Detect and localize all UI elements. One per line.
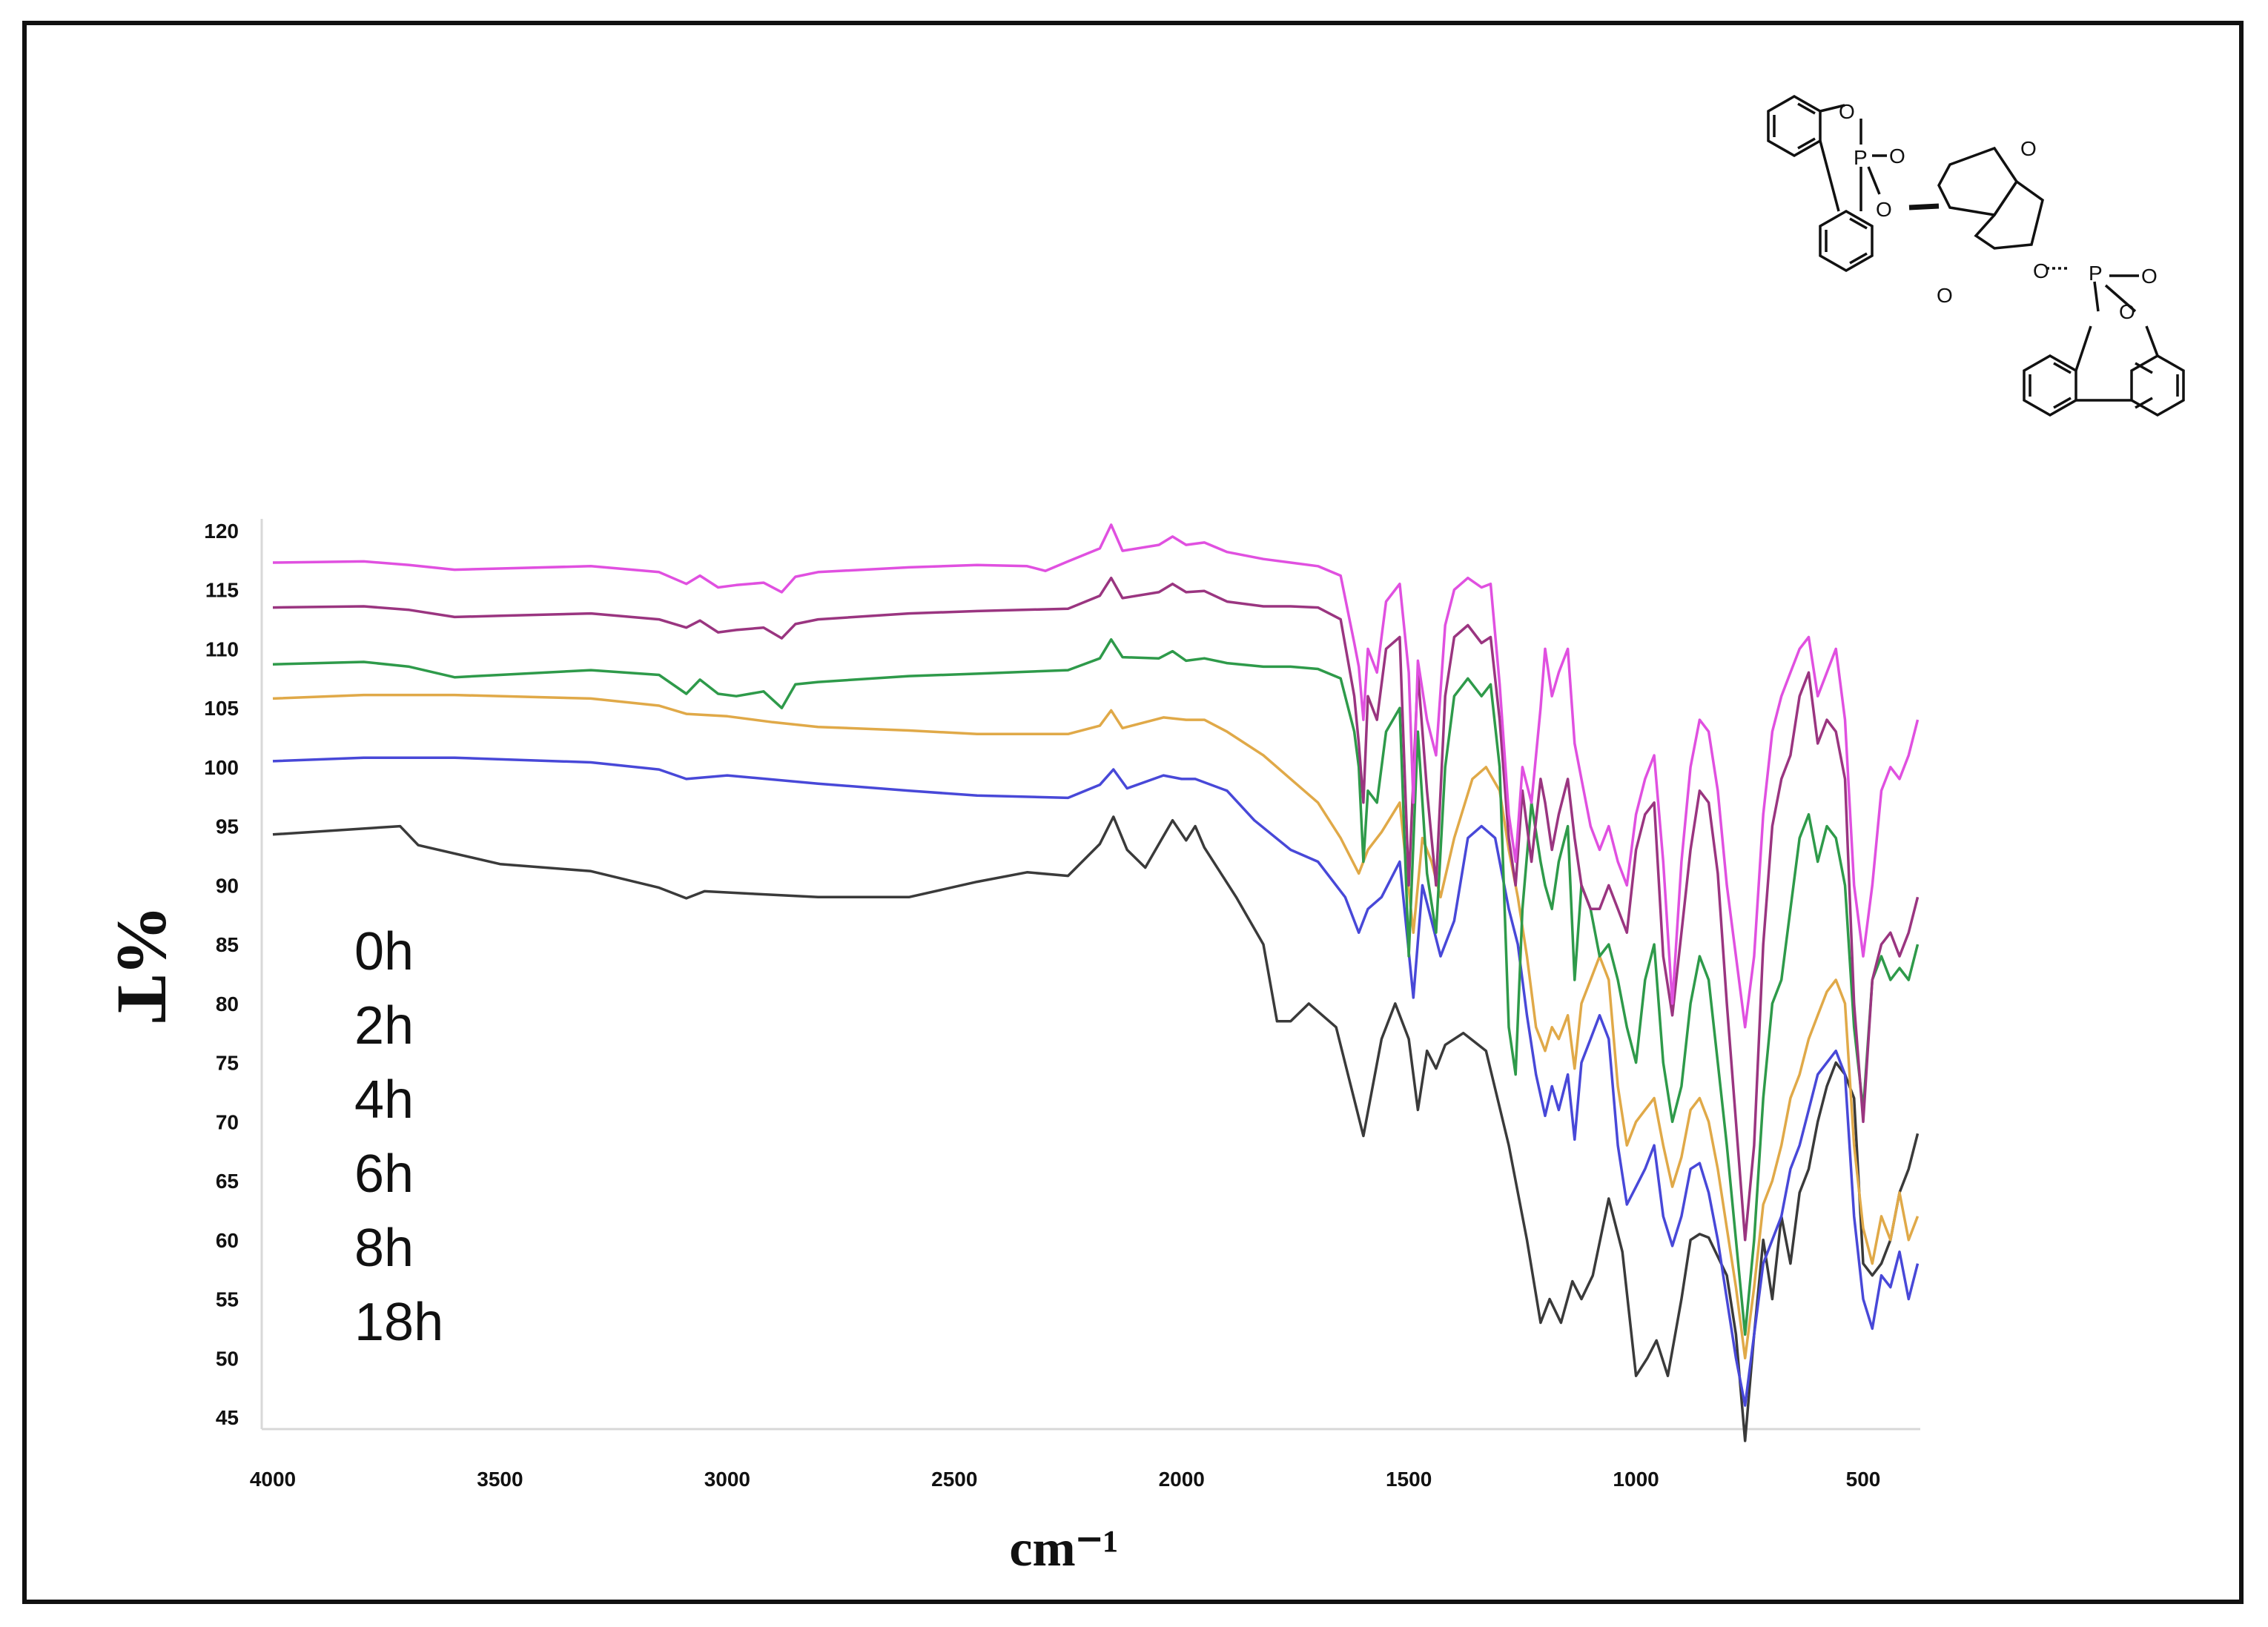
series-line-18h: [272, 523, 1920, 1029]
legend-entry-2h: 2h: [354, 996, 414, 1056]
molecule-structure: [1767, 94, 2185, 417]
y-tick-label: 45: [216, 1406, 239, 1429]
legend: 0h 2h 4h 6h 8h 18h: [354, 922, 443, 1352]
x-tick-label: 3000: [704, 1468, 750, 1491]
y-tick-label: 105: [204, 697, 239, 720]
y-tick-labels: 45 50 55 60 65 70 75 80 85 90 95 100 105 110 115 120: [204, 520, 239, 1429]
x-tick-label: 500: [1846, 1468, 1881, 1491]
figure-frame: [22, 21, 2244, 1604]
atom-label: P: [1854, 146, 1868, 169]
upper-lower-ring: [1819, 209, 1874, 273]
atom-label: O: [2119, 300, 2135, 323]
spectra-series: [272, 523, 1920, 1442]
y-tick-label: 80: [216, 993, 239, 1015]
y-tick-label: 85: [216, 933, 239, 956]
upper-left-ring: [1767, 94, 1822, 158]
series-line-0h: [272, 815, 1920, 1442]
lower-left-ring: [2023, 354, 2077, 417]
legend-entry-18h: 18h: [354, 1293, 443, 1352]
series-line-8h: [272, 576, 1920, 1242]
legend-entry-6h: 6h: [354, 1144, 414, 1204]
series-line-2h: [272, 756, 1920, 1407]
x-axis-title: cm⁻¹: [1009, 1520, 1118, 1577]
series-line-6h: [272, 637, 1920, 1336]
atom-label: O: [2033, 259, 2049, 282]
y-tick-label: 55: [216, 1288, 239, 1311]
atom-label: O: [2020, 137, 2037, 160]
molecule-atom-labels: O P O O O O O P O O: [1839, 100, 2158, 323]
atom-label: O: [1889, 145, 1905, 168]
y-tick-label: 70: [216, 1110, 239, 1133]
y-tick-label: 50: [216, 1347, 239, 1370]
y-axis-title: %T: [103, 904, 182, 1023]
x-tick-labels: 4000 3500 3000 2500 2000 1500 1000 500: [250, 1468, 1881, 1491]
y-tick-label: 95: [216, 815, 239, 838]
y-tick-label: 115: [205, 579, 239, 602]
x-tick-label: 2500: [931, 1468, 977, 1491]
x-tick-label: 1000: [1613, 1468, 1659, 1491]
atom-label: P: [2089, 262, 2103, 285]
y-tick-label: 65: [216, 1170, 239, 1193]
y-tick-label: 90: [216, 874, 239, 897]
atom-label: O: [1839, 100, 1855, 123]
atom-label: O: [1876, 198, 1892, 221]
atom-label: O: [2141, 265, 2158, 288]
x-tick-label: 3500: [477, 1468, 523, 1491]
isosorbide-ring-1: [1937, 146, 2019, 216]
legend-entry-0h: 0h: [354, 922, 414, 981]
x-tick-label: 1500: [1386, 1468, 1432, 1491]
y-tick-label: 60: [216, 1229, 239, 1252]
y-tick-label: 120: [204, 520, 239, 543]
y-tick-label: 75: [216, 1052, 239, 1075]
y-tick-label: 110: [205, 637, 239, 660]
legend-entry-8h: 8h: [354, 1219, 414, 1278]
legend-entry-4h: 4h: [354, 1070, 414, 1130]
isosorbide-ring-2: [1974, 179, 2044, 250]
x-tick-label: 2000: [1159, 1468, 1205, 1491]
atom-label: O: [1937, 284, 1953, 307]
y-tick-label: 100: [204, 756, 239, 779]
x-tick-label: 4000: [250, 1468, 296, 1491]
series-line-4h: [272, 693, 1920, 1360]
